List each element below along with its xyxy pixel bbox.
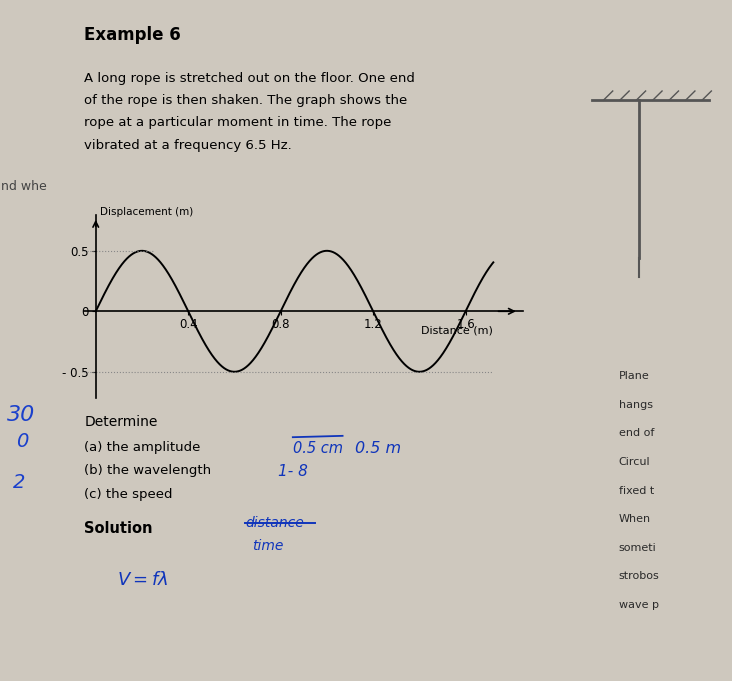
Text: Solution: Solution (84, 521, 153, 536)
Text: distance: distance (245, 516, 304, 530)
Text: 0.5 m: 0.5 m (355, 441, 401, 456)
Text: time: time (253, 539, 284, 554)
Text: hangs: hangs (619, 400, 652, 410)
Text: 30: 30 (7, 405, 36, 425)
Text: Example 6: Example 6 (84, 26, 181, 44)
Text: $V = f\lambda$: $V = f\lambda$ (117, 571, 168, 588)
Text: strobos: strobos (619, 571, 660, 582)
Text: A long rope is stretched out on the floor. One end: A long rope is stretched out on the floo… (84, 72, 415, 84)
Text: Displacement (m): Displacement (m) (100, 207, 193, 217)
Text: Circul: Circul (619, 457, 650, 467)
Text: 0: 0 (16, 432, 29, 452)
Text: someti: someti (619, 543, 657, 553)
Text: (a) the amplitude: (a) the amplitude (84, 441, 201, 454)
Text: (b) the wavelength: (b) the wavelength (84, 464, 212, 477)
Text: end of: end of (619, 428, 654, 439)
Text: 2: 2 (13, 473, 26, 492)
Text: vibrated at a frequency 6.5 Hz.: vibrated at a frequency 6.5 Hz. (84, 139, 292, 152)
Text: Determine: Determine (84, 415, 157, 430)
Text: rope at a particular moment in time. The rope: rope at a particular moment in time. The… (84, 116, 392, 129)
Text: (c) the speed: (c) the speed (84, 488, 173, 501)
Text: fixed t: fixed t (619, 486, 654, 496)
Text: 1- 8: 1- 8 (278, 464, 308, 479)
Text: When: When (619, 514, 651, 524)
Text: Plane: Plane (619, 371, 649, 381)
Text: Distance (m): Distance (m) (422, 326, 493, 335)
Text: 0.5 cm: 0.5 cm (293, 441, 343, 456)
Text: nd whe: nd whe (1, 180, 47, 193)
Text: of the rope is then shaken. The graph shows the: of the rope is then shaken. The graph sh… (84, 94, 408, 107)
Text: wave p: wave p (619, 600, 659, 610)
